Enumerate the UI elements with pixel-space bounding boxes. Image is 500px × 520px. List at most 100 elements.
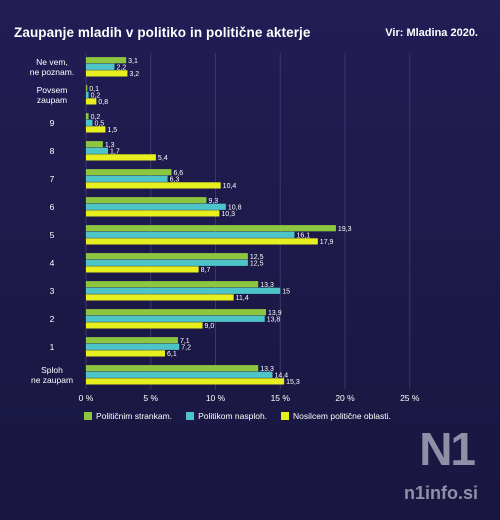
x-tick-label: 20 % [335, 393, 355, 403]
x-tick-label: 0 % [79, 393, 94, 403]
category-label: zaupam [37, 95, 67, 105]
legend-item-politicians: Politikom nasploh. [186, 411, 267, 421]
n1-logo: N1 [419, 423, 476, 475]
category-label: 9 [50, 118, 55, 128]
bar [86, 343, 180, 350]
data-label: 6,3 [170, 177, 180, 184]
source-note: Vir: Mladina 2020. [385, 27, 478, 39]
legend-label-parties: Političnim strankam. [96, 411, 173, 421]
data-label: 8,7 [201, 267, 211, 274]
legend-swatch-politicians [186, 412, 195, 420]
x-tick-label: 5 % [143, 393, 158, 403]
data-label: 12,5 [250, 261, 264, 268]
data-label: 13,3 [260, 366, 274, 373]
data-label: 10,4 [223, 183, 237, 190]
category-label: 3 [50, 286, 55, 296]
bar [86, 57, 127, 64]
data-label: 1,3 [105, 142, 115, 149]
category-label: 8 [50, 146, 55, 156]
category-label: 7 [50, 174, 55, 184]
bar [86, 91, 89, 98]
data-label: 7,1 [180, 338, 190, 345]
x-tick-label: 25 % [400, 393, 420, 403]
data-label: 3,2 [129, 71, 139, 78]
category-label: 4 [50, 258, 55, 268]
bar [86, 350, 165, 357]
data-label: 3,1 [128, 58, 138, 65]
data-label: 10,8 [228, 205, 242, 212]
data-label: 10,3 [221, 211, 235, 218]
bar [86, 281, 259, 288]
legend-item-officials: Nosilcem politične oblasti. [281, 411, 391, 421]
bar [86, 98, 97, 105]
bar [86, 378, 285, 385]
data-label: 19,3 [338, 226, 352, 233]
bar [86, 113, 89, 120]
data-label: 15 [282, 289, 290, 296]
data-label: 12,5 [250, 254, 264, 261]
chart-title: Zaupanje mladih v politiko in politične … [14, 25, 311, 40]
legend-swatch-parties [84, 412, 92, 420]
bar [86, 322, 203, 329]
data-label: 15,3 [286, 379, 300, 386]
legend-swatch-officials [281, 412, 290, 420]
data-label: 0,1 [89, 86, 99, 93]
x-tick-label: 15 % [271, 393, 291, 403]
data-label: 2,2 [116, 65, 126, 72]
category-label: ne zaupam [31, 375, 73, 385]
bar [86, 287, 281, 294]
bar [86, 371, 273, 378]
bar [86, 203, 226, 210]
legend-label-politicians: Politikom nasploh. [198, 411, 268, 421]
bar [86, 126, 106, 133]
data-label: 16,1 [296, 233, 310, 240]
category-label: Sploh [41, 365, 63, 375]
data-label: 6,1 [167, 351, 177, 358]
bar [86, 225, 336, 232]
data-label: 7,2 [181, 345, 191, 352]
data-label: 0,2 [91, 93, 101, 100]
bar [86, 85, 88, 92]
legend-item-parties: Političnim strankam. [84, 411, 172, 421]
category-label: 6 [50, 202, 55, 212]
data-label: 13,8 [267, 317, 281, 324]
bar [86, 63, 115, 70]
data-label: 17,9 [320, 239, 334, 246]
data-label: 13,3 [260, 282, 274, 289]
data-label: 5,4 [158, 155, 168, 162]
bar [86, 197, 207, 204]
bar [86, 169, 172, 176]
bar [86, 259, 248, 266]
bar [86, 175, 168, 182]
bar [86, 337, 178, 344]
bar [86, 231, 295, 238]
bar [86, 253, 248, 260]
category-label: 2 [50, 314, 55, 324]
bar [86, 147, 109, 154]
legend: Političnim strankam. Politikom nasploh. … [84, 411, 391, 421]
bar [86, 309, 267, 316]
data-label: 6,6 [173, 170, 183, 177]
bar [86, 70, 128, 77]
data-label: 0,2 [91, 114, 101, 121]
category-label: Povsem [37, 85, 68, 95]
legend-label-officials: Nosilcem politične oblasti. [293, 411, 391, 421]
data-label: 9,0 [205, 323, 215, 330]
bar [86, 182, 221, 189]
bar [86, 238, 318, 245]
bar [86, 119, 93, 126]
category-label: ne poznam. [30, 67, 74, 77]
data-label: 13,9 [268, 310, 282, 317]
category-label: Ne vem, [36, 57, 68, 67]
bar [86, 141, 103, 148]
data-label: 9,3 [208, 198, 218, 205]
category-label: 1 [50, 342, 55, 352]
data-label: 1,7 [110, 149, 120, 156]
bar [86, 266, 199, 273]
bar [86, 365, 259, 372]
category-label: 5 [50, 230, 55, 240]
bar [86, 315, 265, 322]
data-label: 11,4 [236, 295, 249, 302]
